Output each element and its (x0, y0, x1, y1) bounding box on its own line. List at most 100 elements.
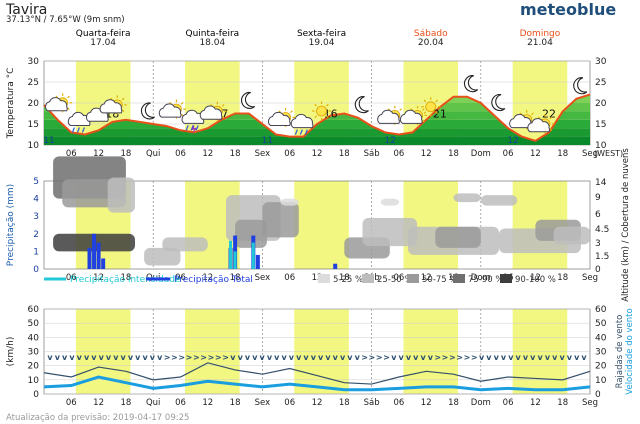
sun-ray (435, 99, 438, 103)
partly-cloudy-icon (377, 105, 405, 125)
wind-direction-arrow: v (413, 353, 419, 362)
y-tick-label-right: 9 (595, 193, 601, 203)
cloud-cover-area (553, 226, 590, 245)
y-tick-label-right: 0 (595, 265, 601, 275)
wind-direction-arrow: v (325, 353, 331, 362)
y-tick-label: 25 (28, 78, 39, 88)
cloud-cover-area (162, 237, 208, 252)
x-tick-label: 18 (230, 398, 241, 408)
y-tick-label-right: 15 (595, 120, 606, 130)
rain-drop (190, 125, 194, 131)
day-name: Quarta-feira (76, 29, 131, 39)
wind-direction-arrow: > (186, 353, 193, 362)
location-name: Tavira (5, 2, 47, 18)
x-tick-label: 06 (284, 398, 295, 408)
x-tick-label: 18 (557, 149, 568, 159)
wind-direction-arrow: v (99, 353, 105, 362)
wind-direction-arrow: v (355, 353, 361, 362)
moon-icon (491, 94, 506, 111)
x-tick-label: 06 (66, 273, 77, 283)
temperature-band (44, 128, 590, 137)
thunderstorm-icon (181, 109, 205, 135)
x-tick-label: 06 (393, 273, 404, 283)
wind-direction-arrow: v (311, 353, 317, 362)
precip-total-bar (96, 242, 101, 269)
cloud-shape (399, 109, 423, 124)
y-tick-label: 30 (28, 57, 40, 67)
cloud-cover-area (107, 177, 135, 213)
x-tick-label: 12 (421, 273, 432, 283)
wind-direction-arrow: v (318, 353, 324, 362)
x-tick-label: 12 (93, 273, 104, 283)
panel-frame (43, 180, 591, 270)
sun-disc (425, 101, 437, 113)
x-tick-label: 12 (202, 398, 213, 408)
legend-cover-label: 5-25 % (333, 275, 363, 285)
legend-total-label: Precipitação Total (174, 275, 253, 285)
day-date: 21.04 (527, 38, 553, 48)
wind-direction-arrow: > (164, 353, 171, 362)
sun-ray (314, 103, 318, 107)
rain-drop (195, 125, 199, 131)
wind-panel: 0 0 10 10 20 20 30 30 40 40 50 50 60 60 (km/h) Rajadas … (6, 305, 635, 400)
x-tick-label: 12 (93, 149, 104, 159)
wind-direction-arrow: v (121, 353, 127, 362)
x-tick-label: 18 (557, 398, 568, 408)
wind-direction-arrow: > (369, 353, 376, 362)
y-tick-label-right: 1.5 (595, 252, 609, 262)
y-tick-label-right: 0 (595, 390, 601, 400)
rain-drop (299, 129, 303, 135)
wind-direction-arrow: v (91, 353, 97, 362)
x-tick-label: 12 (530, 273, 541, 283)
x-tick-label: 18 (448, 398, 459, 408)
y-tick-label-right: 25 (595, 78, 606, 88)
day-bands: 06 12 18 Qui 06 12 18 Sex 06 12 18 Sáb 06 12 18 Dom 06 12… (43, 29, 623, 408)
moon-icon (241, 91, 256, 109)
wind-direction-arrow: > (376, 353, 383, 362)
min-temp-label: 12 (507, 136, 518, 146)
wind-direction-arrow: v (523, 353, 529, 362)
partly-cloudy-icon (199, 101, 227, 121)
wind-direction-arrow: v (391, 353, 397, 362)
cloud-shape (199, 105, 223, 120)
y-tick-label: 5 (33, 177, 39, 187)
wind-direction-arrow: v (333, 353, 339, 362)
y-tick-label: 20 (28, 99, 40, 109)
cloud-shape (67, 111, 91, 126)
y-tick-label-right: 30 (595, 348, 607, 358)
day-name: Quinta-feira (185, 29, 239, 39)
y-tick-label-right: 40 (595, 333, 607, 343)
wind-direction-arrow: v (530, 353, 536, 362)
y-tick-label-right: 3 (595, 239, 601, 249)
wind-direction-arrow: > (471, 353, 478, 362)
precip-total-bar (92, 233, 97, 269)
x-tick-label: 06 (503, 149, 514, 159)
sun-ray (326, 115, 329, 119)
wind-direction-arrow: v (106, 353, 112, 362)
cloud-cover-area (435, 226, 481, 248)
x-tick-label: Qui (146, 149, 160, 159)
y-tick-label: 30 (28, 348, 40, 358)
wind-speed-line (43, 375, 591, 392)
sun-ray (423, 111, 427, 114)
x-tick-label: 06 (393, 398, 404, 408)
x-tick-label: 18 (120, 398, 131, 408)
precip-total-bar (101, 258, 106, 269)
y-tick-label-right: 10 (595, 141, 607, 151)
wind-direction-arrow: > (464, 353, 471, 362)
x-tick-label: 18 (120, 273, 131, 283)
wind-direction-arrow: v (84, 353, 90, 362)
y-tick-label: 1 (33, 247, 39, 257)
x-tick-label: 12 (530, 149, 541, 159)
wind-direction-arrow: > (222, 353, 229, 362)
wind-direction-arrow: v (150, 353, 156, 362)
wind-direction-arrow: v (238, 353, 244, 362)
legend-intensity-label: Precipitação intensidade (70, 275, 181, 285)
precip-intensity-bar (229, 240, 233, 269)
x-tick-label: Dom (471, 273, 491, 283)
y-tick-label-right: 6 (595, 210, 601, 220)
partly-cloudy-icon (45, 93, 73, 113)
x-tick-label: 12 (312, 149, 323, 159)
wind-direction-arrow: v (128, 353, 134, 362)
x-tick-label: 18 (557, 273, 568, 283)
